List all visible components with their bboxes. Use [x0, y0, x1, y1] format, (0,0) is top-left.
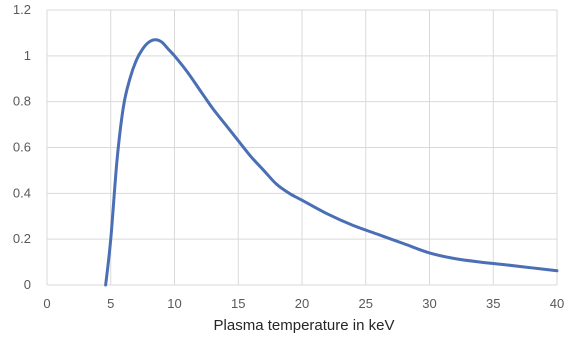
y-tick-label: 0.2	[13, 231, 31, 246]
y-tick-label: 0.6	[13, 140, 31, 155]
y-tick-label: 1.2	[13, 2, 31, 17]
x-tick-label: 35	[486, 296, 500, 311]
x-tick-label: 10	[167, 296, 181, 311]
grid-lines	[46, 9, 558, 286]
series-line	[104, 38, 559, 287]
x-tick-label: 30	[422, 296, 436, 311]
y-tick-label: 0.8	[13, 94, 31, 109]
series-lines	[104, 38, 559, 287]
x-axis-title: Plasma temperature in keV	[214, 317, 395, 334]
x-tick-label: 0	[43, 296, 50, 311]
y-tick-labels: 0 0.2 0.4 0.6 0.8 1 1.2	[13, 2, 31, 292]
x-tick-label: 20	[295, 296, 309, 311]
x-tick-label: 25	[359, 296, 373, 311]
y-tick-label: 1	[24, 48, 31, 63]
x-tick-label: 40	[550, 296, 564, 311]
x-tick-labels: 0 5 10 15 20 25 30 35 40	[43, 296, 564, 311]
x-tick-label: 5	[107, 296, 114, 311]
y-tick-label: 0.4	[13, 185, 31, 200]
x-tick-label: 15	[231, 296, 245, 311]
y-tick-label: 0	[24, 277, 31, 292]
